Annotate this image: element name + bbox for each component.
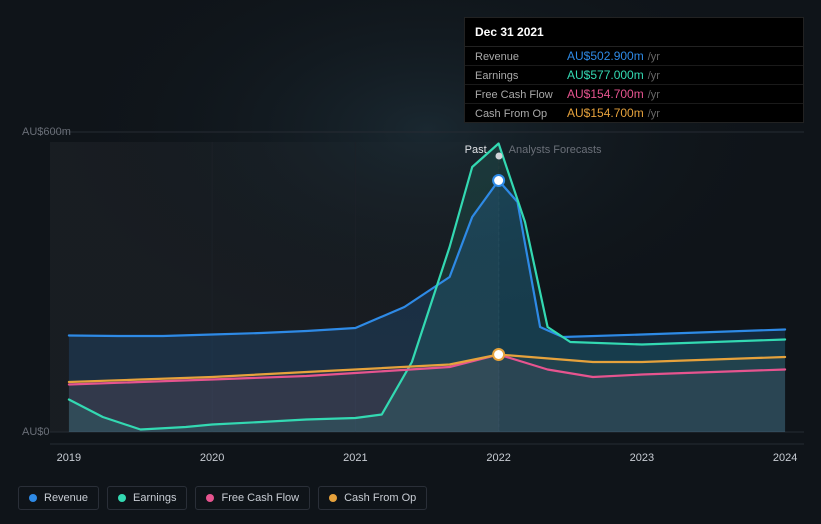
chart-tooltip: Dec 31 2021 RevenueAU$502.900m/yrEarning… xyxy=(464,17,804,123)
tooltip-row-label: Free Cash Flow xyxy=(475,89,567,101)
legend-item-label: Cash From Op xyxy=(344,492,416,504)
legend-item-label: Revenue xyxy=(44,492,88,504)
tooltip-row-value: AU$577.000m xyxy=(567,68,644,82)
tooltip-row: EarningsAU$577.000m/yr xyxy=(465,66,803,85)
tooltip-row-label: Earnings xyxy=(475,70,567,82)
legend-item-revenue[interactable]: Revenue xyxy=(18,486,99,510)
x-axis-tick: 2020 xyxy=(200,452,224,464)
tooltip-row-value: AU$154.700m xyxy=(567,87,644,101)
tooltip-row-value: AU$502.900m xyxy=(567,49,644,63)
tooltip-row-unit: /yr xyxy=(648,51,660,63)
x-axis-tick: 2023 xyxy=(630,452,654,464)
legend-dot-icon xyxy=(206,494,214,502)
legend-item-cfo[interactable]: Cash From Op xyxy=(318,486,427,510)
split-label-past: Past xyxy=(465,144,487,156)
tooltip-row-unit: /yr xyxy=(648,108,660,120)
x-axis-tick: 2019 xyxy=(57,452,81,464)
split-marker-icon xyxy=(494,151,504,161)
tooltip-title: Dec 31 2021 xyxy=(465,18,803,47)
x-axis-tick: 2021 xyxy=(343,452,367,464)
legend-item-label: Free Cash Flow xyxy=(221,492,299,504)
legend-item-label: Earnings xyxy=(133,492,176,504)
tooltip-row-value: AU$154.700m xyxy=(567,106,644,120)
tooltip-row-unit: /yr xyxy=(648,70,660,82)
tooltip-row: Free Cash FlowAU$154.700m/yr xyxy=(465,85,803,104)
tooltip-row: Cash From OpAU$154.700m/yr xyxy=(465,104,803,122)
legend-item-fcf[interactable]: Free Cash Flow xyxy=(195,486,310,510)
tooltip-row-label: Cash From Op xyxy=(475,108,567,120)
legend-dot-icon xyxy=(118,494,126,502)
legend-dot-icon xyxy=(329,494,337,502)
split-label-future: Analysts Forecasts xyxy=(509,144,602,156)
x-axis-tick: 2024 xyxy=(773,452,797,464)
legend-item-earnings[interactable]: Earnings xyxy=(107,486,187,510)
x-axis-labels: 2019 2020 2021 2022 2023 2024 xyxy=(18,452,804,470)
legend-dot-icon xyxy=(29,494,37,502)
x-axis-tick: 2022 xyxy=(486,452,510,464)
y-axis-label-bottom: AU$0 xyxy=(22,426,50,438)
y-axis-label-top: AU$600m xyxy=(22,126,71,138)
tooltip-row-label: Revenue xyxy=(475,51,567,63)
chart-legend: Revenue Earnings Free Cash Flow Cash From O… xyxy=(18,486,427,510)
tooltip-row: RevenueAU$502.900m/yr xyxy=(465,47,803,66)
tooltip-row-unit: /yr xyxy=(648,89,660,101)
